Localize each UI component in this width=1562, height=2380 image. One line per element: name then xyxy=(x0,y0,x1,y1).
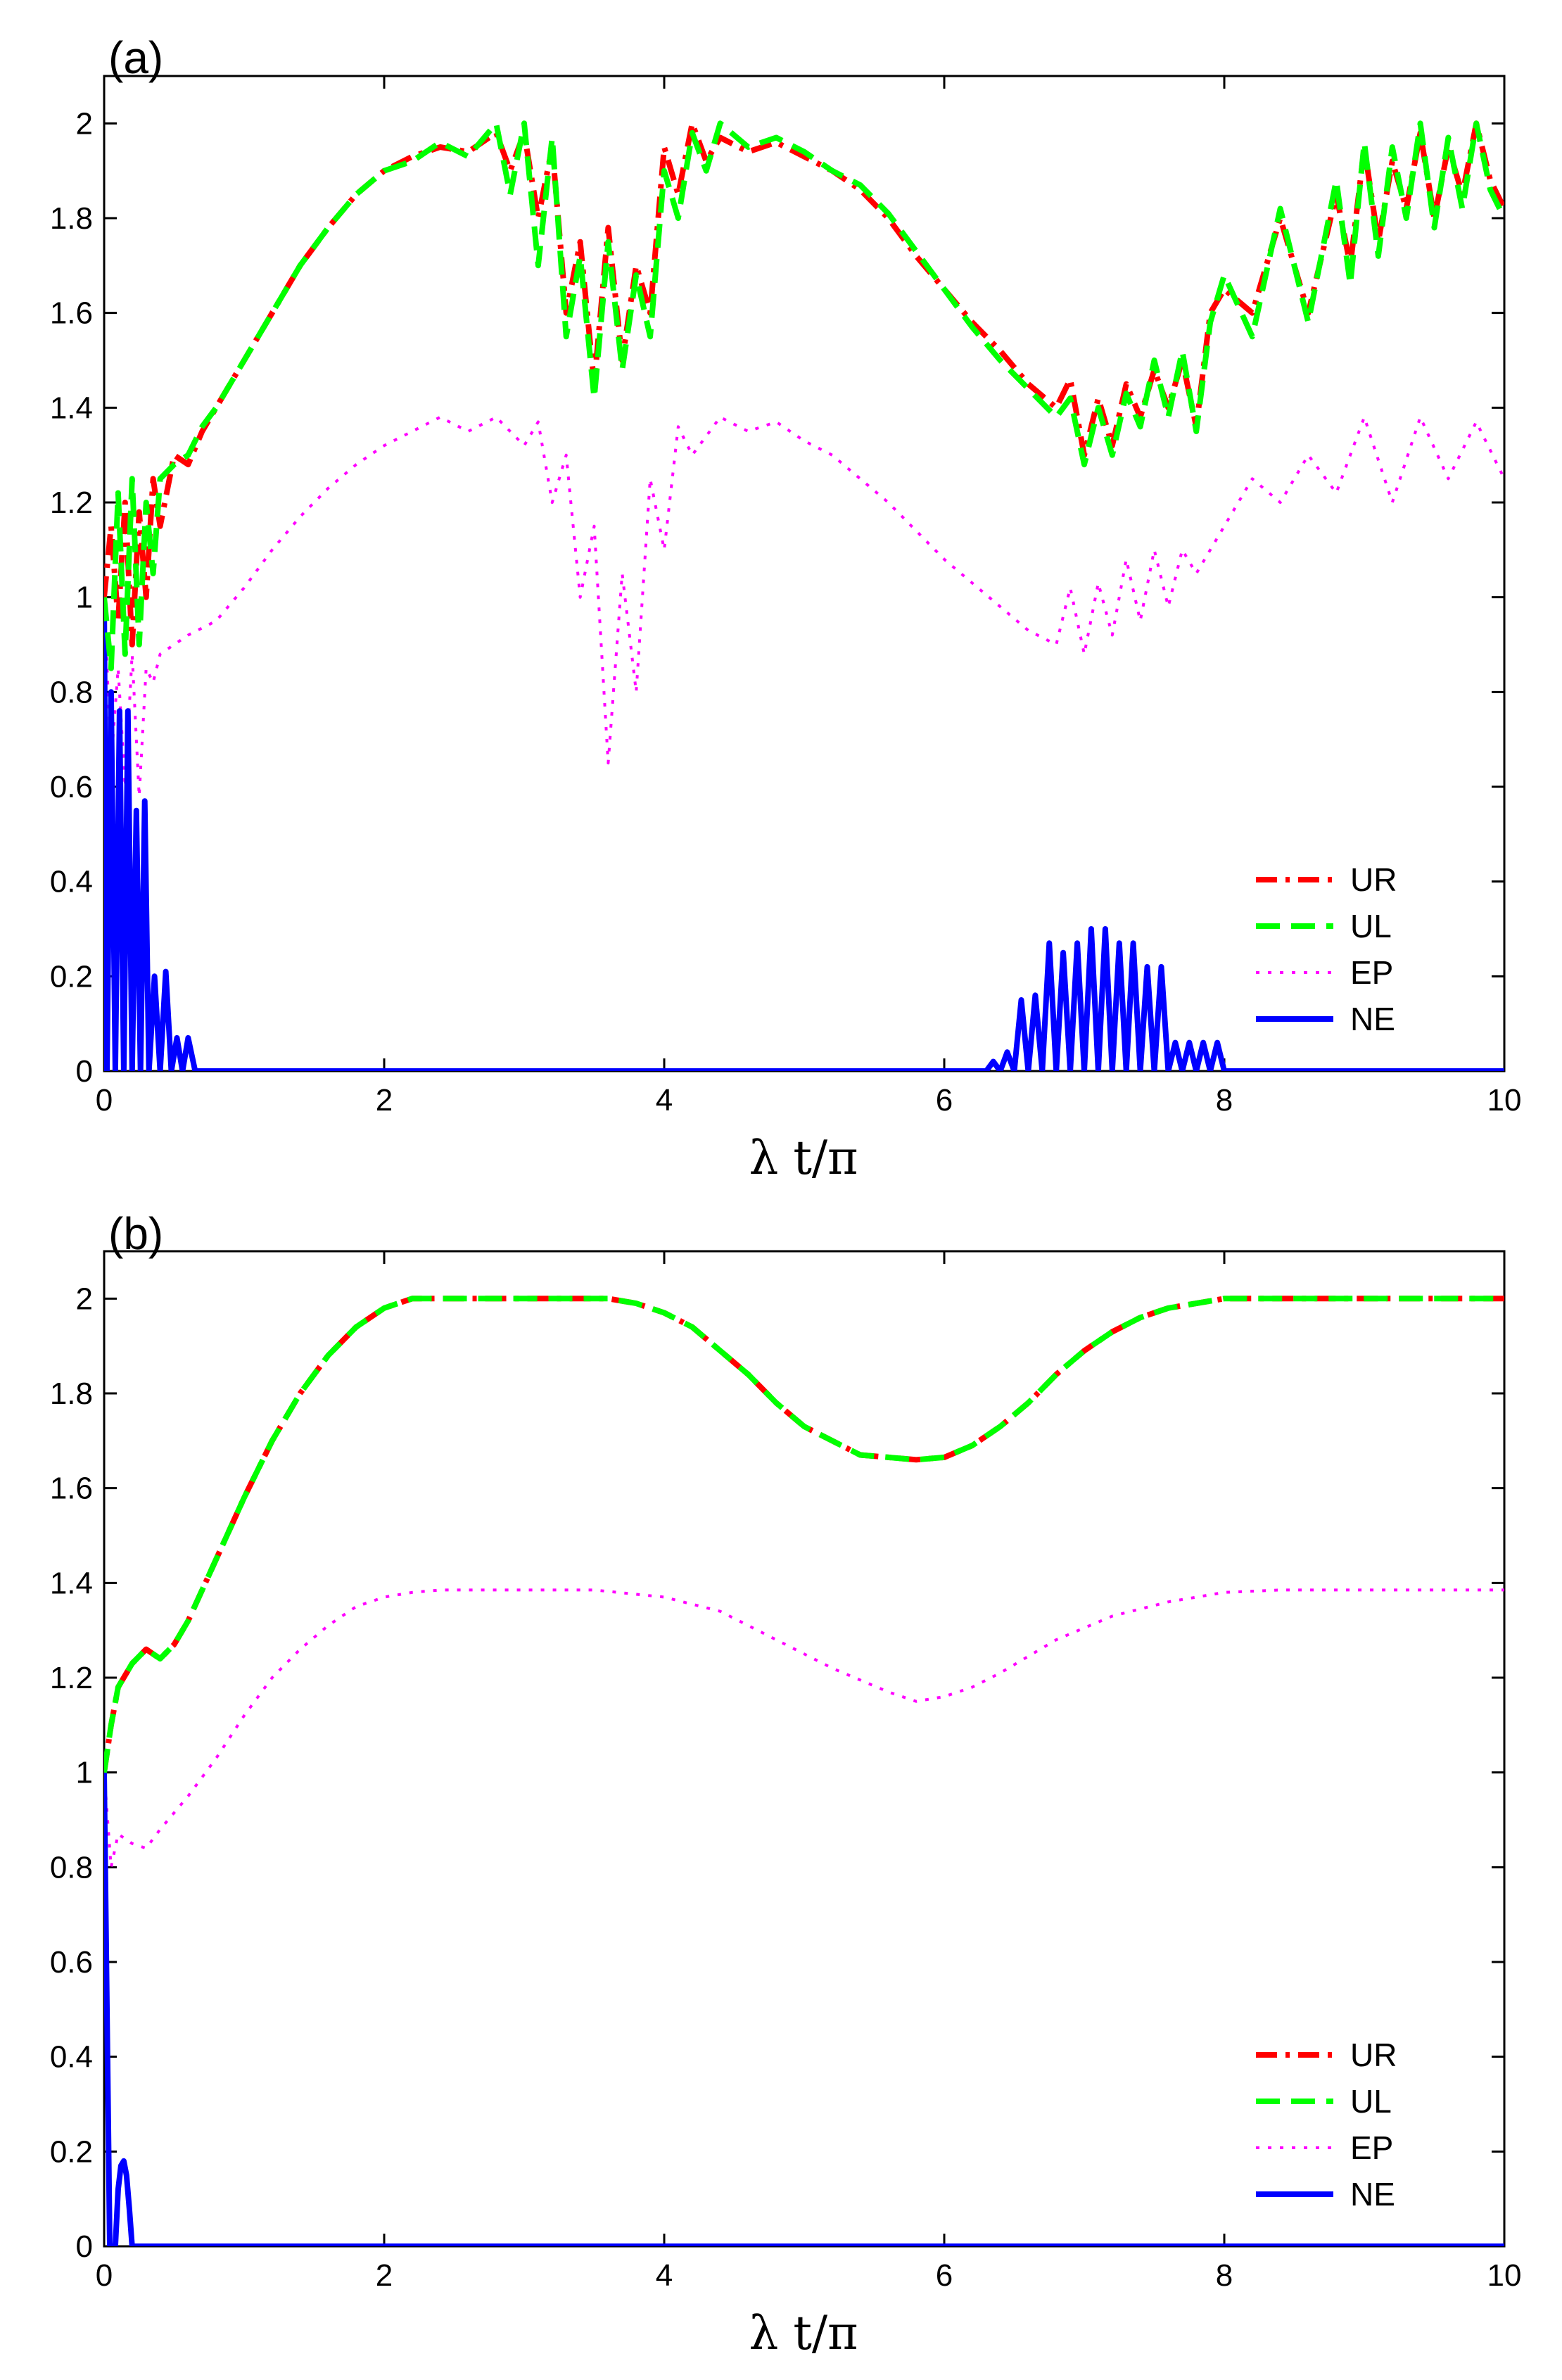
y-tick-label: 1.8 xyxy=(50,201,93,236)
y-tick-label: 1.4 xyxy=(50,391,93,425)
legend-label-ne: NE xyxy=(1350,2176,1395,2213)
y-tick-label: 0.2 xyxy=(50,2134,93,2169)
x-tick-label: 10 xyxy=(1487,1083,1522,1118)
x-tick-label: 10 xyxy=(1487,2258,1522,2293)
panel-b-plot: 0 2 4 6 8 10 0 0.2 0.4 0.6 0.8 1 1.2 1.4 1.6 1.8 2 UR UL EP… xyxy=(50,1250,1522,2293)
panel-a: (a) 0 2 4 6 8 10 0 0.2 0.4 0.6 0.8 1 1.2 1.4 1.6 1.8 2 UR… xyxy=(50,32,1522,1185)
y-tick-label: 1.2 xyxy=(50,486,93,520)
y-tick-label: 0.4 xyxy=(50,865,93,899)
x-tick-label: 4 xyxy=(656,2258,673,2293)
y-tick-label: 0.8 xyxy=(50,1850,93,1885)
y-tick-label: 0.6 xyxy=(50,1945,93,1980)
y-tick-label: 0 xyxy=(76,1054,93,1089)
y-tick-label: 0.6 xyxy=(50,770,93,804)
y-tick-label: 1.8 xyxy=(50,1376,93,1411)
legend-label-ur: UR xyxy=(1350,2037,1397,2073)
x-tick-label: 6 xyxy=(936,2258,953,2293)
panel-a-x-axis-label: λ t/π xyxy=(749,1131,858,1185)
y-tick-label: 0.8 xyxy=(50,675,93,709)
legend-label-ep: EP xyxy=(1350,2129,1393,2166)
legend-label-ur: UR xyxy=(1350,861,1397,898)
y-tick-label: 1.6 xyxy=(50,1471,93,1506)
series-line-ne xyxy=(104,1772,1504,2246)
y-tick-label: 1.4 xyxy=(50,1566,93,1600)
y-tick-label: 2 xyxy=(76,106,93,141)
y-tick-label: 1 xyxy=(76,581,93,615)
x-tick-label: 8 xyxy=(1216,2258,1233,2293)
x-tick-label: 6 xyxy=(936,1083,953,1118)
x-tick-label: 4 xyxy=(656,1083,673,1118)
legend-label-ul: UL xyxy=(1350,2083,1392,2120)
y-tick-label: 2 xyxy=(76,1281,93,1316)
panel-b: (b) 0 2 4 6 8 1000.20.40.60.811.21.41.61.82UR… xyxy=(50,1208,1522,2360)
y-tick-label: 0.2 xyxy=(50,959,93,994)
x-tick-label: 0 xyxy=(96,1083,113,1118)
y-tick-label: 1.2 xyxy=(50,1661,93,1695)
x-tick-label: 0 xyxy=(96,2258,113,2293)
y-tick-label: 0.4 xyxy=(50,2040,93,2075)
x-tick-label: 2 xyxy=(376,1083,393,1118)
series-line-ne xyxy=(104,597,1504,1071)
series-line-ul xyxy=(104,1296,1504,1773)
panel-a-plot: 0 2 4 6 8 10 0 0.2 0.4 0.6 0.8 1 1.2 1.4 1.6 1.8 2 UR UL EP… xyxy=(50,75,1522,1118)
panel-a-label: (a) xyxy=(108,32,163,83)
series-line-ep xyxy=(104,1588,1504,1869)
legend-label-ul: UL xyxy=(1350,908,1392,944)
legend-label-ne: NE xyxy=(1350,1001,1395,1037)
y-tick-label: 1.6 xyxy=(50,296,93,331)
x-tick-label: 2 xyxy=(376,2258,393,2293)
y-tick-label: 0 xyxy=(76,2229,93,2264)
series-line-ul xyxy=(104,120,1504,671)
x-tick-label: 8 xyxy=(1216,1083,1233,1118)
legend-label-ep: EP xyxy=(1350,954,1393,991)
panel-b-x-axis-label: λ t/π xyxy=(749,2306,858,2360)
y-tick-label: 1 xyxy=(76,1756,93,1790)
